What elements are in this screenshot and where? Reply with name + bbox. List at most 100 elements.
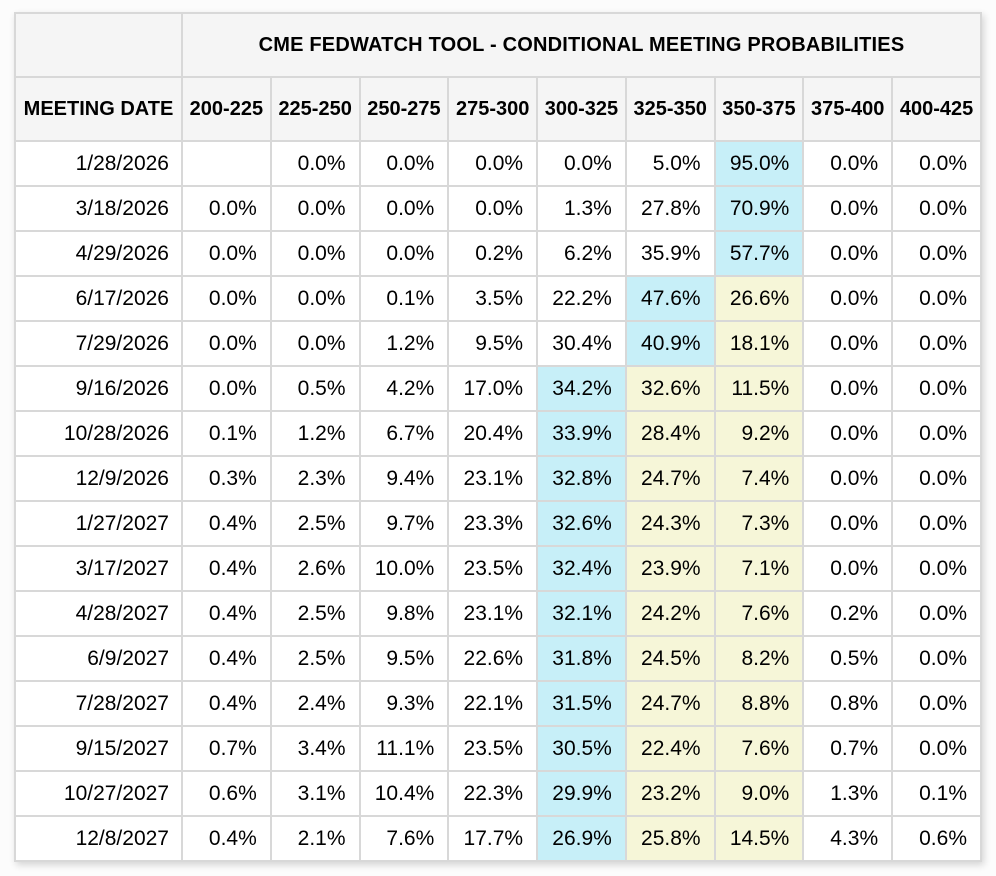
table-row: 1/27/2027 0.4% 2.5% 9.7% 23.3% 32.6% 24.3% 7.3%… — [14, 500, 982, 547]
probability-cell: 0.0% — [891, 140, 982, 187]
probability-cell: 0.0% — [802, 140, 894, 187]
probability-cell: 4.3% — [802, 815, 894, 862]
probability-cell: 0.0% — [891, 185, 982, 232]
table-row: 7/28/2027 0.4% 2.4% 9.3% 22.1% 31.5% 24.7% 8.8%… — [14, 680, 982, 727]
rate-range-header-400-425: 400-425 — [891, 76, 982, 142]
probability-cell: 0.0% — [358, 185, 450, 232]
column-header-row: MEETING DATE 200-225 225-250 250-275 275-30… — [14, 76, 982, 142]
probability-cell: 17.7% — [447, 815, 539, 862]
probability-cell: 4.2% — [358, 365, 450, 412]
table-body: 1/28/2026 0.0% 0.0% 0.0% 0.0% 5.0% 95.0% 0.0% 0.… — [14, 140, 982, 862]
probability-cell: 18.1% — [713, 320, 805, 367]
meeting-date-cell: 6/17/2026 — [14, 275, 183, 322]
probability-cell: 23.1% — [447, 590, 539, 637]
probability-cell: 9.8% — [358, 590, 450, 637]
probability-cell: 8.2% — [713, 635, 805, 682]
table-row: 6/9/2027 0.4% 2.5% 9.5% 22.6% 31.8% 24.5% 8.2% 0… — [14, 635, 982, 682]
rate-range-header-275-300: 275-300 — [447, 76, 539, 142]
probability-cell: 22.6% — [447, 635, 539, 682]
probability-cell: 0.0% — [891, 590, 982, 637]
table-row: 7/29/2026 0.0% 0.0% 1.2% 9.5% 30.4% 40.9% 18.1%… — [14, 320, 982, 367]
probability-cell: 0.6% — [181, 770, 272, 817]
probability-cell: 33.9% — [536, 410, 627, 457]
rate-range-header-225-250: 225-250 — [269, 76, 361, 142]
rate-range-header-325-350: 325-350 — [624, 76, 716, 142]
table-row: 1/28/2026 0.0% 0.0% 0.0% 0.0% 5.0% 95.0% 0.0% 0.… — [14, 140, 982, 187]
probability-cell: 0.4% — [181, 635, 272, 682]
probability-cell: 7.6% — [713, 725, 805, 772]
probability-cell: 2.1% — [269, 815, 361, 862]
probability-cell: 2.3% — [269, 455, 361, 502]
probability-cell: 24.5% — [624, 635, 716, 682]
probability-cell: 0.0% — [891, 230, 982, 277]
probability-cell: 0.0% — [891, 320, 982, 367]
probability-cell: 0.0% — [802, 185, 894, 232]
probability-cell: 0.1% — [891, 770, 982, 817]
table-row: 10/28/2026 0.1% 1.2% 6.7% 20.4% 33.9% 28.4% 9.2… — [14, 410, 982, 457]
probability-cell: 26.6% — [713, 275, 805, 322]
rate-range-header-200-225: 200-225 — [181, 76, 272, 142]
probability-cell: 2.4% — [269, 680, 361, 727]
probability-cell: 57.7% — [713, 230, 805, 277]
probability-cell: 5.0% — [624, 140, 716, 187]
probability-cell: 0.0% — [181, 365, 272, 412]
probability-cell: 40.9% — [624, 320, 716, 367]
table-title: CME FEDWATCH TOOL - CONDITIONAL MEETING … — [181, 12, 982, 78]
table-row: 4/28/2027 0.4% 2.5% 9.8% 23.1% 32.1% 24.2% 7.6%… — [14, 590, 982, 637]
probability-cell: 32.1% — [536, 590, 627, 637]
probability-cell: 9.5% — [447, 320, 539, 367]
table-row: 3/17/2027 0.4% 2.6% 10.0% 23.5% 32.4% 23.9% 7.1… — [14, 545, 982, 592]
probability-cell: 17.0% — [447, 365, 539, 412]
probability-cell: 3.5% — [447, 275, 539, 322]
probability-cell: 0.0% — [181, 230, 272, 277]
probability-cell: 0.0% — [269, 185, 361, 232]
probability-cell: 23.1% — [447, 455, 539, 502]
probability-cell: 0.0% — [891, 410, 982, 457]
probability-cell: 0.4% — [181, 815, 272, 862]
probability-cell: 23.2% — [624, 770, 716, 817]
probability-cell: 0.0% — [802, 230, 894, 277]
probability-cell: 11.1% — [358, 725, 450, 772]
probability-cell: 24.2% — [624, 590, 716, 637]
table-row: 3/18/2026 0.0% 0.0% 0.0% 0.0% 1.3% 27.8% 70.9% 0… — [14, 185, 982, 232]
meeting-date-cell: 7/29/2026 — [14, 320, 183, 367]
table-row: 4/29/2026 0.0% 0.0% 0.0% 0.2% 6.2% 35.9% 57.7% 0… — [14, 230, 982, 277]
probability-cell: 0.7% — [181, 725, 272, 772]
probability-cell: 9.3% — [358, 680, 450, 727]
probability-cell: 22.2% — [536, 275, 627, 322]
probability-cell: 9.7% — [358, 500, 450, 547]
rate-range-header-350-375: 350-375 — [713, 76, 805, 142]
probability-cell: 0.0% — [447, 185, 539, 232]
probability-cell: 0.0% — [181, 275, 272, 322]
probability-cell: 26.9% — [536, 815, 627, 862]
probability-cell: 10.0% — [358, 545, 450, 592]
probability-cell: 0.0% — [269, 230, 361, 277]
probability-cell: 0.0% — [802, 365, 894, 412]
probability-cell: 0.0% — [802, 410, 894, 457]
probability-cell: 7.6% — [358, 815, 450, 862]
probability-cell: 23.9% — [624, 545, 716, 592]
probability-cell: 0.4% — [181, 500, 272, 547]
probability-cell: 0.0% — [536, 140, 627, 187]
probability-cell: 1.3% — [802, 770, 894, 817]
probability-cell: 0.2% — [447, 230, 539, 277]
probability-cell: 30.5% — [536, 725, 627, 772]
probability-cell: 24.7% — [624, 680, 716, 727]
probability-cell: 0.5% — [269, 365, 361, 412]
probability-cell: 2.5% — [269, 635, 361, 682]
probability-cell: 31.5% — [536, 680, 627, 727]
meeting-date-cell: 10/27/2027 — [14, 770, 183, 817]
meeting-date-cell: 7/28/2027 — [14, 680, 183, 727]
probability-cell: 24.3% — [624, 500, 716, 547]
probability-cell: 32.4% — [536, 545, 627, 592]
probability-cell: 0.0% — [891, 455, 982, 502]
probability-cell: 23.5% — [447, 545, 539, 592]
probability-cell: 0.0% — [802, 275, 894, 322]
meeting-date-cell: 9/16/2026 — [14, 365, 183, 412]
probability-cell: 22.4% — [624, 725, 716, 772]
meeting-date-header: MEETING DATE — [14, 76, 183, 142]
probability-cell: 23.3% — [447, 500, 539, 547]
meeting-date-cell: 1/27/2027 — [14, 500, 183, 547]
probability-cell: 14.5% — [713, 815, 805, 862]
table-row: 10/27/2027 0.6% 3.1% 10.4% 22.3% 29.9% 23.2% 9.… — [14, 770, 982, 817]
